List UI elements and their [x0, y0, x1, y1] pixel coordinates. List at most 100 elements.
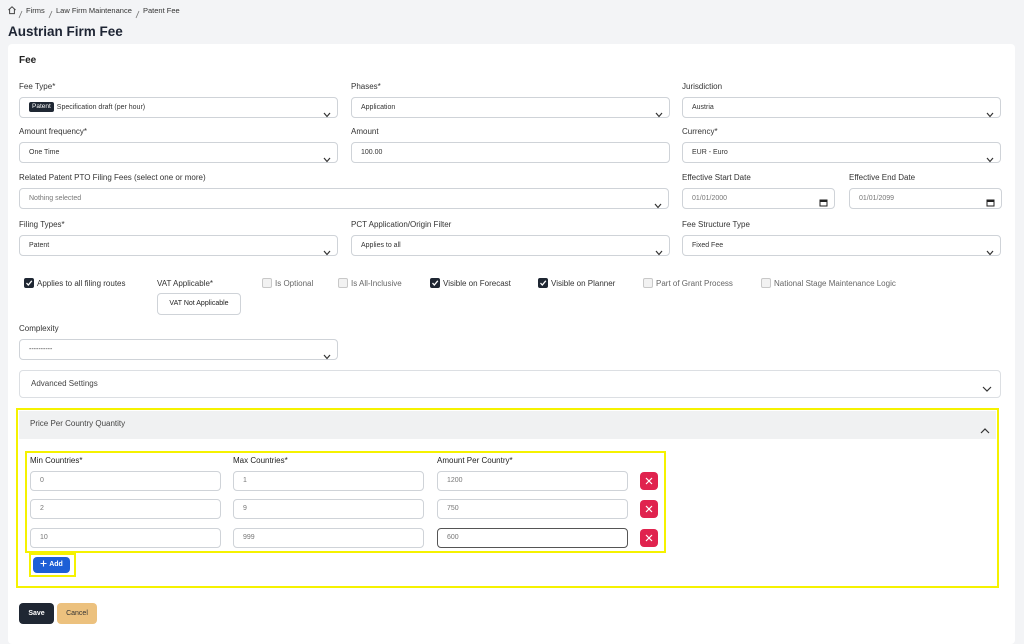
field-label: Effective Start Date	[682, 173, 751, 182]
field-label: Currency*	[682, 127, 718, 136]
accordion-header[interactable]: Advanced Settings	[19, 370, 1001, 398]
select[interactable]: Applies to all	[351, 235, 670, 256]
calendar-icon	[986, 194, 995, 207]
select[interactable]: Austria	[682, 97, 1001, 118]
chevron-icon	[323, 243, 331, 256]
breadcrumb-separator	[18, 6, 23, 19]
number-input[interactable]: 10	[30, 528, 221, 548]
column-header: Min Countries*	[30, 456, 83, 465]
select[interactable]: One Time	[19, 142, 338, 163]
text-input[interactable]: 100.00	[351, 142, 670, 163]
select[interactable]: Patent Specification draft (per hour)	[19, 97, 338, 118]
accordion-header[interactable]: Price Per Country Quantity	[19, 411, 996, 439]
field-label: Amount	[351, 127, 379, 136]
field-label: Phases*	[351, 82, 381, 91]
vat-button[interactable]: VAT Not Applicable	[157, 293, 241, 315]
breadcrumb-item[interactable]: Firms	[26, 6, 45, 15]
home-icon[interactable]	[7, 5, 17, 15]
checkbox-label: Visible on Forecast	[443, 279, 511, 288]
highlight-box	[29, 553, 76, 577]
checkbox[interactable]	[430, 278, 440, 288]
field-value: Specification draft (per hour)	[56, 104, 146, 111]
delete-button[interactable]	[640, 500, 658, 518]
number-input[interactable]: 999	[233, 528, 424, 548]
field-value: Nothing selected	[29, 195, 82, 202]
field-value: Application	[361, 104, 396, 111]
checkbox[interactable]	[338, 278, 348, 288]
column-header: Max Countries*	[233, 456, 288, 465]
highlight-box	[16, 408, 999, 588]
highlight-box	[25, 451, 666, 553]
badge: Patent	[29, 102, 54, 112]
field-label: Filing Types*	[19, 220, 65, 229]
breadcrumb-separator	[48, 6, 53, 19]
checkbox-label: National Stage Maintenance Logic	[774, 279, 896, 288]
breadcrumb-item: Patent Fee	[143, 6, 180, 15]
checkbox[interactable]	[24, 278, 34, 288]
cancel-button[interactable]: Cancel	[57, 603, 97, 624]
section-title: Fee	[19, 55, 37, 66]
field-value: One Time	[29, 149, 60, 156]
number-input[interactable]: 9	[233, 499, 424, 519]
save-button[interactable]: Save	[19, 603, 54, 624]
chevron-icon	[655, 105, 663, 118]
chevron-icon	[986, 105, 994, 118]
number-input[interactable]: 2	[30, 499, 221, 519]
select[interactable]: Fixed Fee	[682, 235, 1001, 256]
chevron-icon	[982, 380, 992, 392]
chevron-icon	[323, 105, 331, 118]
calendar-icon	[819, 194, 828, 207]
date-input[interactable]: 01/01/2000	[682, 188, 835, 209]
chevron-icon	[986, 150, 994, 163]
breadcrumb-separator	[135, 6, 140, 19]
number-input[interactable]: 1200	[437, 471, 628, 491]
date-input[interactable]: 01/01/2099	[849, 188, 1002, 209]
chevron-icon	[323, 150, 331, 163]
delete-button[interactable]	[640, 529, 658, 547]
button-label: Add	[49, 561, 63, 568]
checkbox-label: Visible on Planner	[551, 279, 616, 288]
field-label: Fee Structure Type	[682, 220, 750, 229]
field-label: Fee Type*	[19, 82, 56, 91]
field-label: Jurisdiction	[682, 82, 723, 91]
select[interactable]: Application	[351, 97, 670, 118]
field-value: ----------	[29, 346, 53, 353]
field-value: 100.00	[361, 149, 383, 156]
chevron-icon	[986, 243, 994, 256]
select[interactable]: EUR - Euro	[682, 142, 1001, 163]
chevron-icon	[655, 243, 663, 256]
breadcrumb-item[interactable]: Law Firm Maintenance	[56, 6, 132, 15]
field-value: Fixed Fee	[692, 242, 724, 249]
field-value: Austria	[692, 104, 714, 111]
field-value: Applies to all	[361, 242, 401, 249]
number-input[interactable]: 750	[437, 499, 628, 519]
checkbox-label: Applies to all filing routes	[37, 279, 126, 288]
field-value: 01/01/2000	[692, 195, 728, 202]
field-value: 01/01/2099	[859, 195, 895, 202]
delete-button[interactable]	[640, 472, 658, 490]
field-value: EUR - Euro	[692, 149, 728, 156]
number-input[interactable]: 600	[437, 528, 628, 548]
select[interactable]: Nothing selected	[19, 188, 669, 209]
add-button[interactable]: Add	[33, 557, 70, 573]
field-value: Patent	[29, 242, 50, 249]
field-label: PCT Application/Origin Filter	[351, 220, 452, 229]
checkbox-label: Is All-Inclusive	[351, 279, 402, 288]
checkbox-label: Is Optional	[275, 279, 314, 288]
checkbox[interactable]	[262, 278, 272, 288]
checkbox[interactable]	[643, 278, 653, 288]
chevron-icon	[980, 421, 990, 434]
number-input[interactable]: 1	[233, 471, 424, 491]
field-label: Complexity	[19, 324, 59, 333]
vat-label: VAT Applicable*	[157, 279, 214, 288]
page-title: Austrian Firm Fee	[8, 24, 123, 39]
chevron-icon	[654, 196, 662, 209]
field-label: Amount frequency*	[19, 127, 88, 136]
chevron-icon	[323, 347, 331, 360]
select[interactable]: Patent	[19, 235, 338, 256]
number-input[interactable]: 0	[30, 471, 221, 491]
checkbox[interactable]	[761, 278, 771, 288]
select[interactable]: ----------	[19, 339, 338, 360]
checkbox[interactable]	[538, 278, 548, 288]
